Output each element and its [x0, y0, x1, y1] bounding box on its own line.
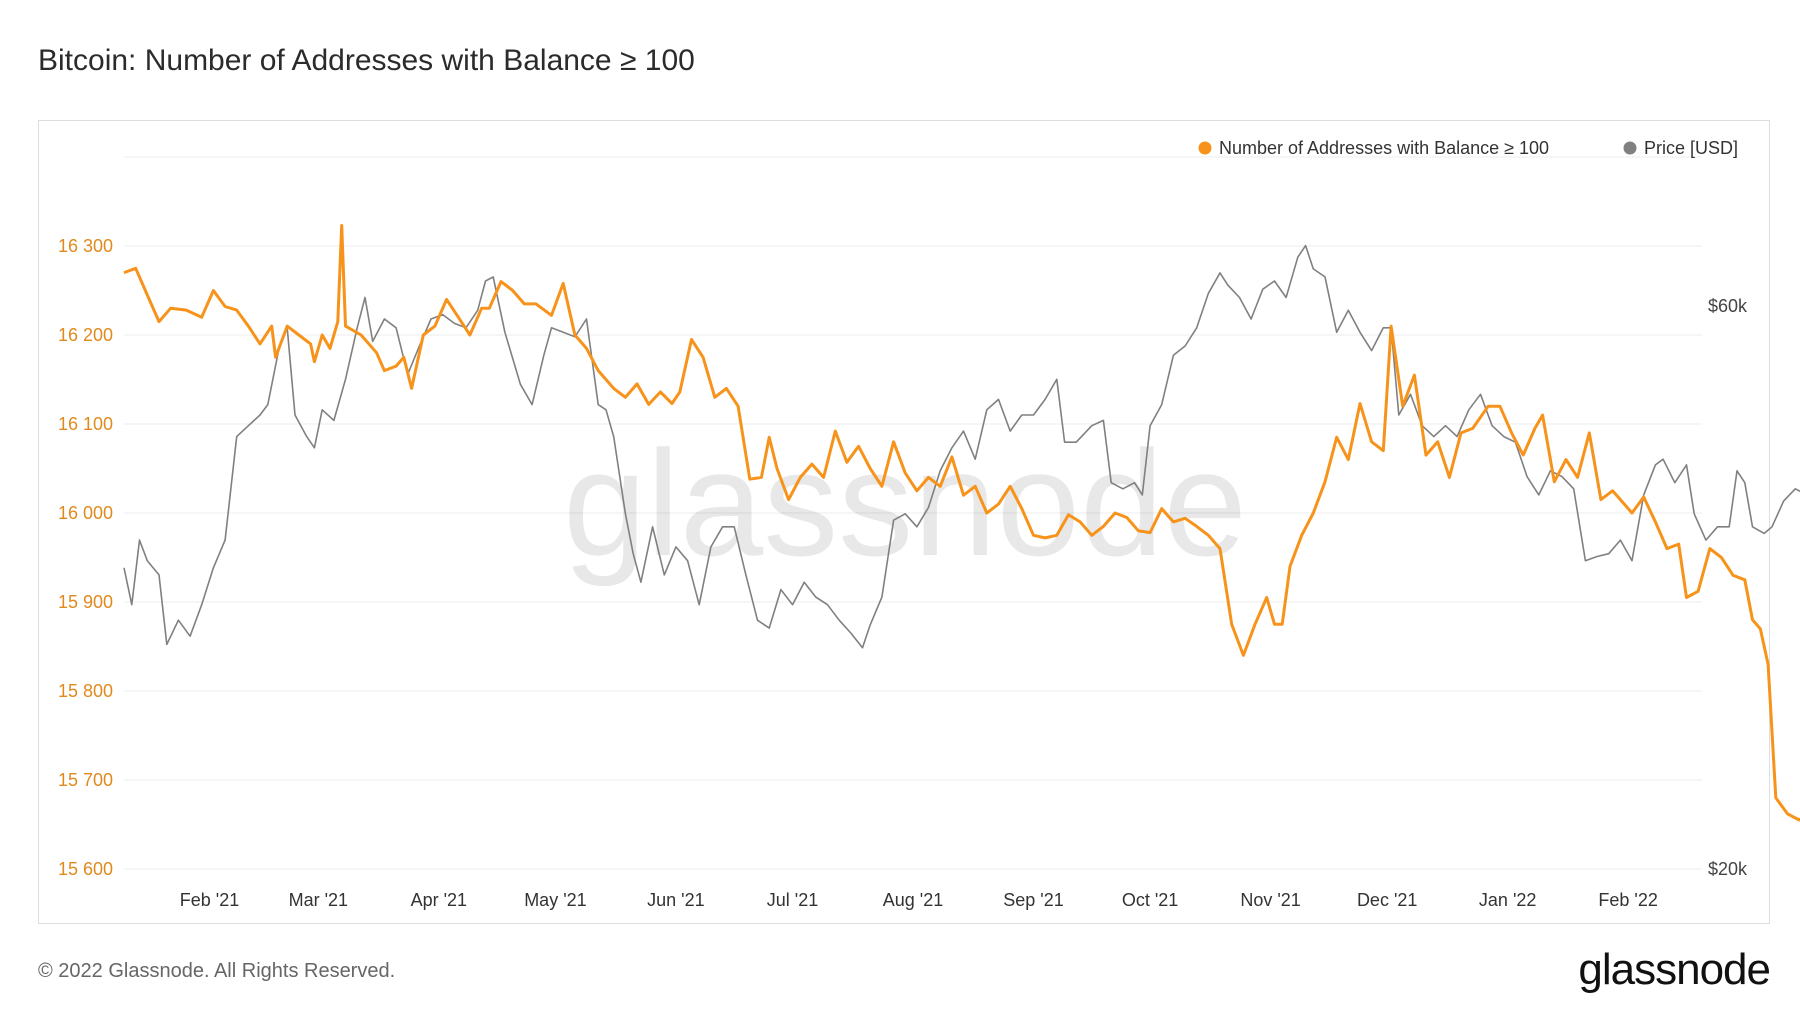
y-left-tick-label: 16 300 [58, 236, 113, 256]
y-right-tick-label: $20k [1708, 859, 1748, 879]
y-left-tick-label: 15 600 [58, 859, 113, 879]
watermark: glassnode [563, 419, 1247, 587]
legend[interactable]: Number of Addresses with Balance ≥ 100 Pr… [1198, 138, 1739, 158]
chart-frame [38, 120, 1770, 924]
x-tick-label: Feb '21 [180, 890, 239, 910]
chart-title: Bitcoin: Number of Addresses with Balanc… [38, 44, 695, 77]
y-left-tick-label: 16 000 [58, 503, 113, 523]
x-tick-label: Jul '21 [767, 890, 818, 910]
legend-item-price-marker [1623, 141, 1637, 155]
series-layer [123, 224, 1800, 822]
x-tick-label: Aug '21 [883, 890, 944, 910]
x-tick-label: May '21 [524, 890, 586, 910]
glassnode-logo: glassnode [1578, 945, 1771, 994]
copyright-footer: © 2022 Glassnode. All Rights Reserved. [38, 960, 396, 982]
legend-item-addresses[interactable]: Number of Addresses with Balance ≥ 100 [1219, 138, 1549, 158]
y-axis-right: $20k $60k [1708, 296, 1748, 879]
y-left-tick-label: 15 800 [58, 681, 113, 701]
x-tick-label: Jun '21 [647, 890, 704, 910]
y-left-tick-label: 15 700 [58, 770, 113, 790]
x-axis: Feb '21 Mar '21 Apr '21 May '21 Jun '21 Jul '… [180, 890, 1658, 910]
legend-item-addresses-marker [1198, 141, 1212, 155]
legend-item-price[interactable]: Price [USD] [1644, 138, 1738, 158]
x-tick-label: Sep '21 [1003, 890, 1064, 910]
x-tick-label: Mar '21 [289, 890, 348, 910]
x-tick-label: Dec '21 [1357, 890, 1417, 910]
x-tick-label: Nov '21 [1240, 890, 1300, 910]
x-tick-label: Oct '21 [1122, 890, 1178, 910]
y-left-tick-label: 16 200 [58, 325, 113, 345]
x-tick-label: Jan '22 [1479, 890, 1536, 910]
y-left-tick-label: 15 900 [58, 592, 113, 612]
x-tick-label: Apr '21 [411, 890, 467, 910]
x-tick-label: Feb '22 [1598, 890, 1657, 910]
addresses-series-line[interactable] [123, 224, 1800, 822]
y-axis-left: 15 600 15 700 15 800 15 900 16 000 16 100 16 2… [58, 236, 113, 879]
y-left-tick-label: 16 100 [58, 414, 113, 434]
y-right-tick-label: $60k [1708, 296, 1748, 316]
grid-lines [124, 156, 1702, 870]
